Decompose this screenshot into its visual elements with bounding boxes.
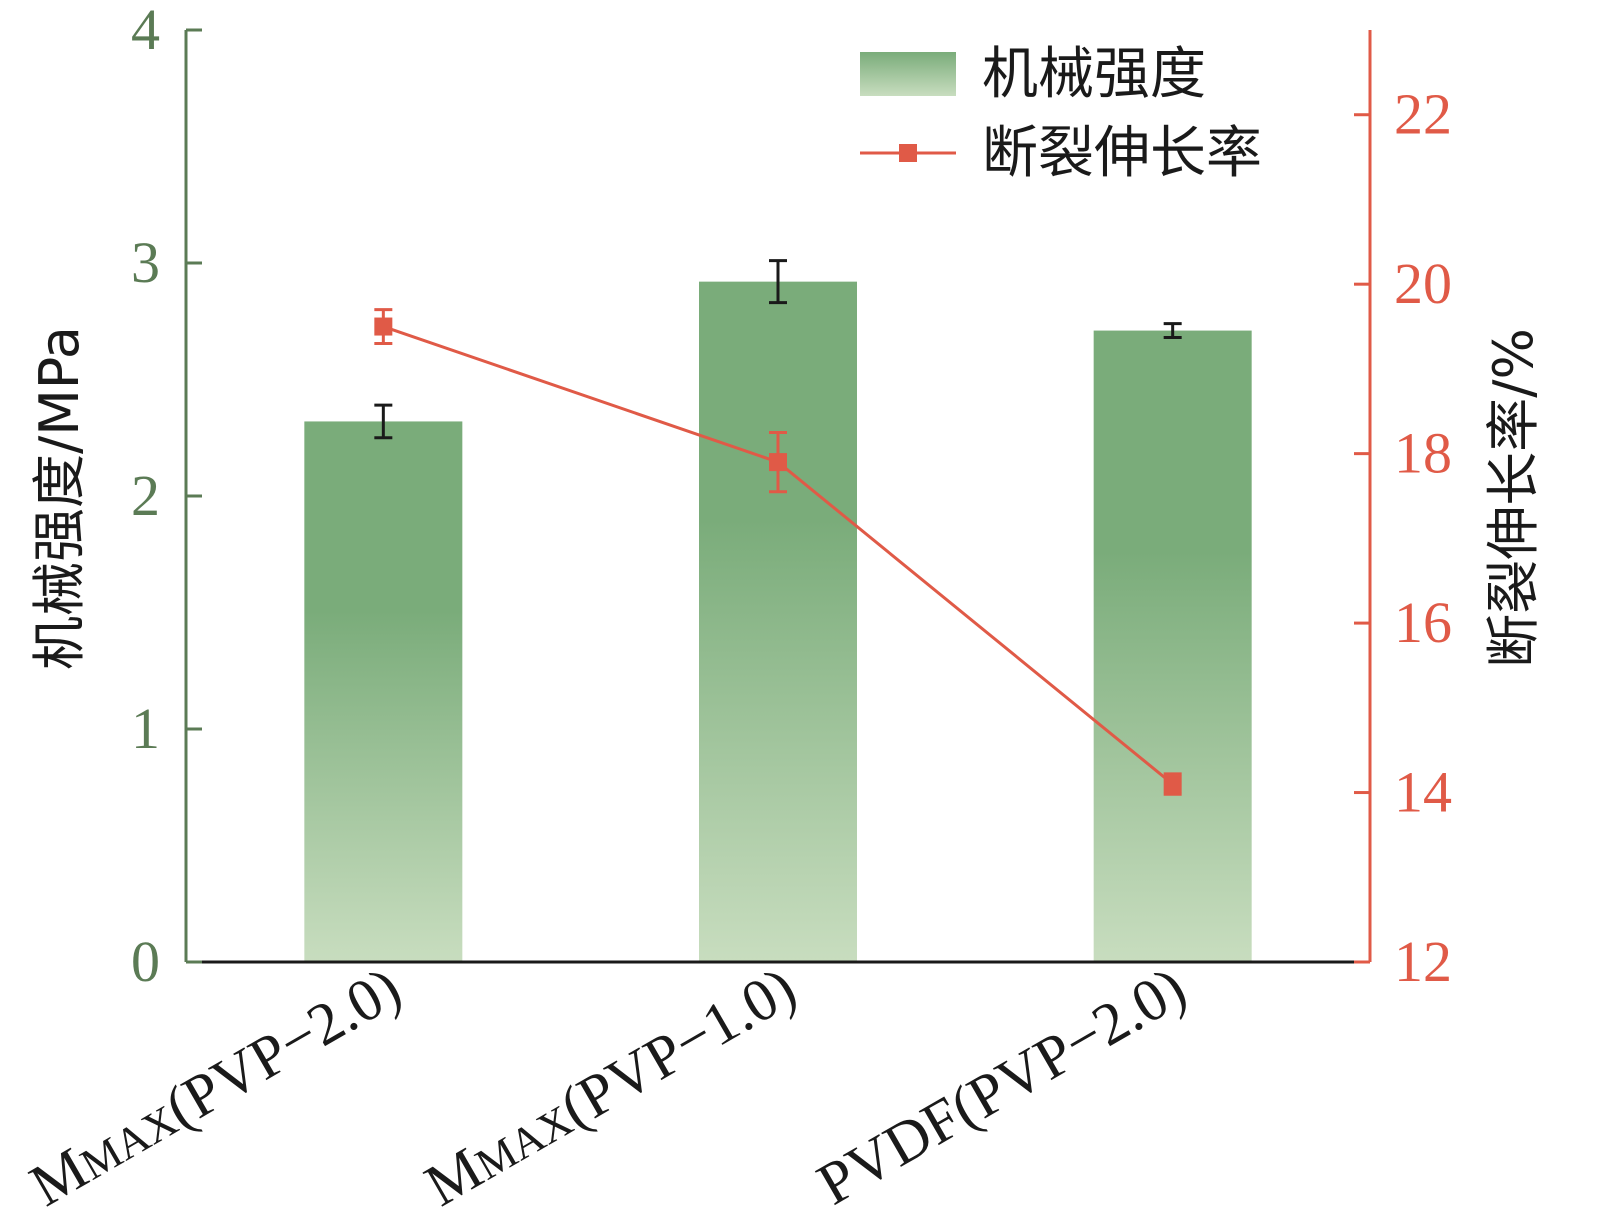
left-axis-title: 机械强度/MPa — [28, 326, 91, 670]
line-point — [769, 453, 787, 472]
legend-line-marker — [899, 144, 917, 162]
right-tick-label: 20 — [1394, 251, 1452, 316]
right-axis-title: 断裂伸长率/% — [1482, 328, 1545, 668]
line-series — [374, 308, 1182, 796]
right-tick-label: 12 — [1394, 929, 1452, 994]
left-tick-label: 3 — [131, 230, 160, 295]
x-category-labels: MMAX(PVP−2.0)MMAX(PVP−1.0) PVDF(PVP−2.0) — [19, 954, 1196, 1219]
right-tick-label: 14 — [1394, 760, 1452, 825]
legend: 机械强度 断裂伸长率 — [860, 42, 1262, 186]
right-tick-label: 22 — [1394, 82, 1452, 147]
left-tick-label: 1 — [131, 696, 160, 761]
bars-layer — [304, 281, 1252, 962]
right-tick-label: 16 — [1394, 590, 1452, 655]
left-axis-ticks: 0 1 2 3 4 — [131, 0, 202, 994]
bar — [699, 281, 857, 962]
right-tick-label: 18 — [1394, 421, 1452, 486]
x-category-label: MMAX(PVP−2.0) — [19, 954, 411, 1219]
legend-bar-swatch — [860, 52, 956, 96]
bar-error-bars — [374, 259, 1182, 440]
left-tick-label: 0 — [131, 929, 160, 994]
bar — [1093, 330, 1252, 962]
x-category-label: PVDF(PVP−2.0) — [806, 954, 1196, 1217]
right-axis-ticks: 12 14 16 18 20 22 — [1354, 82, 1452, 994]
x-category-label: MMAX(PVP−1.0) — [414, 954, 806, 1219]
line-point — [374, 317, 393, 336]
line-point — [1163, 775, 1182, 794]
legend-bar-label: 机械强度 — [982, 42, 1206, 107]
bar — [304, 421, 463, 962]
left-tick-label: 4 — [131, 0, 160, 62]
left-tick-label: 2 — [131, 463, 160, 528]
legend-line-label: 断裂伸长率 — [982, 121, 1262, 186]
